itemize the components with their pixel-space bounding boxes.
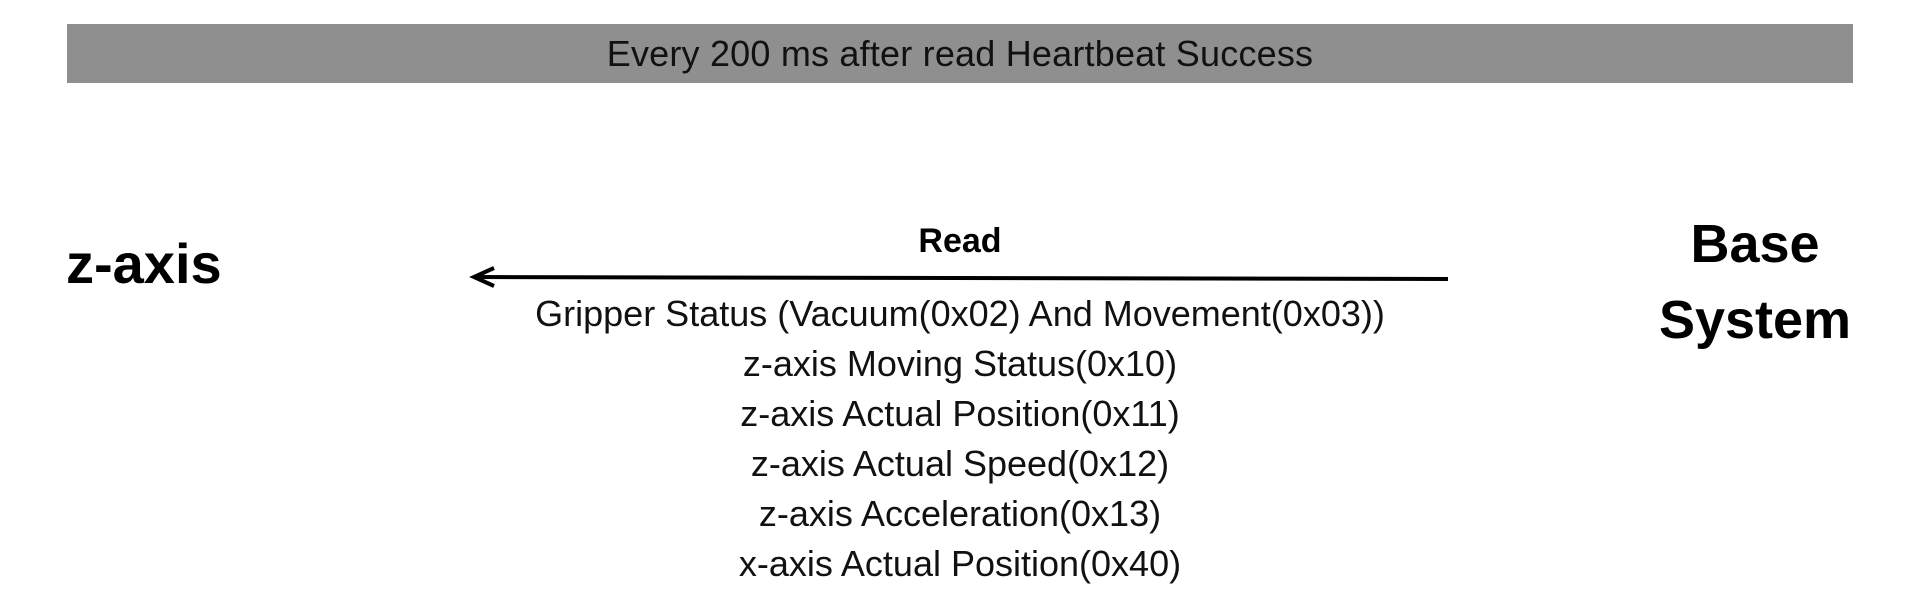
message-item: x-axis Actual Position(0x40) (738, 543, 1182, 584)
message-item: Gripper Status (Vacuum(0x02) And Movemen… (535, 293, 1385, 334)
node-base-system-line1: Base (1690, 214, 1820, 274)
message-item: z-axis Acceleration(0x13) (758, 493, 1162, 534)
node-base-system-line2: System (1658, 290, 1852, 350)
message-items-list: Gripper Status (Vacuum(0x02) And Movemen… (460, 289, 1460, 589)
node-base-system: Base System (1640, 206, 1870, 358)
frame-banner: Every 200 ms after read Heartbeat Succes… (67, 24, 1853, 83)
arrow-shaft (475, 275, 1449, 281)
message-item: z-axis Actual Position(0x11) (740, 393, 1180, 434)
arrow-head-icon (469, 266, 495, 288)
message-arrow (469, 266, 1449, 288)
message-item: z-axis Actual Speed(0x12) (750, 443, 1170, 484)
banner-text: Every 200 ms after read Heartbeat Succes… (606, 32, 1314, 74)
node-z-axis: z-axis (66, 232, 222, 295)
message-item: z-axis Moving Status(0x10) (742, 343, 1178, 384)
message-label: Read (918, 222, 1002, 260)
